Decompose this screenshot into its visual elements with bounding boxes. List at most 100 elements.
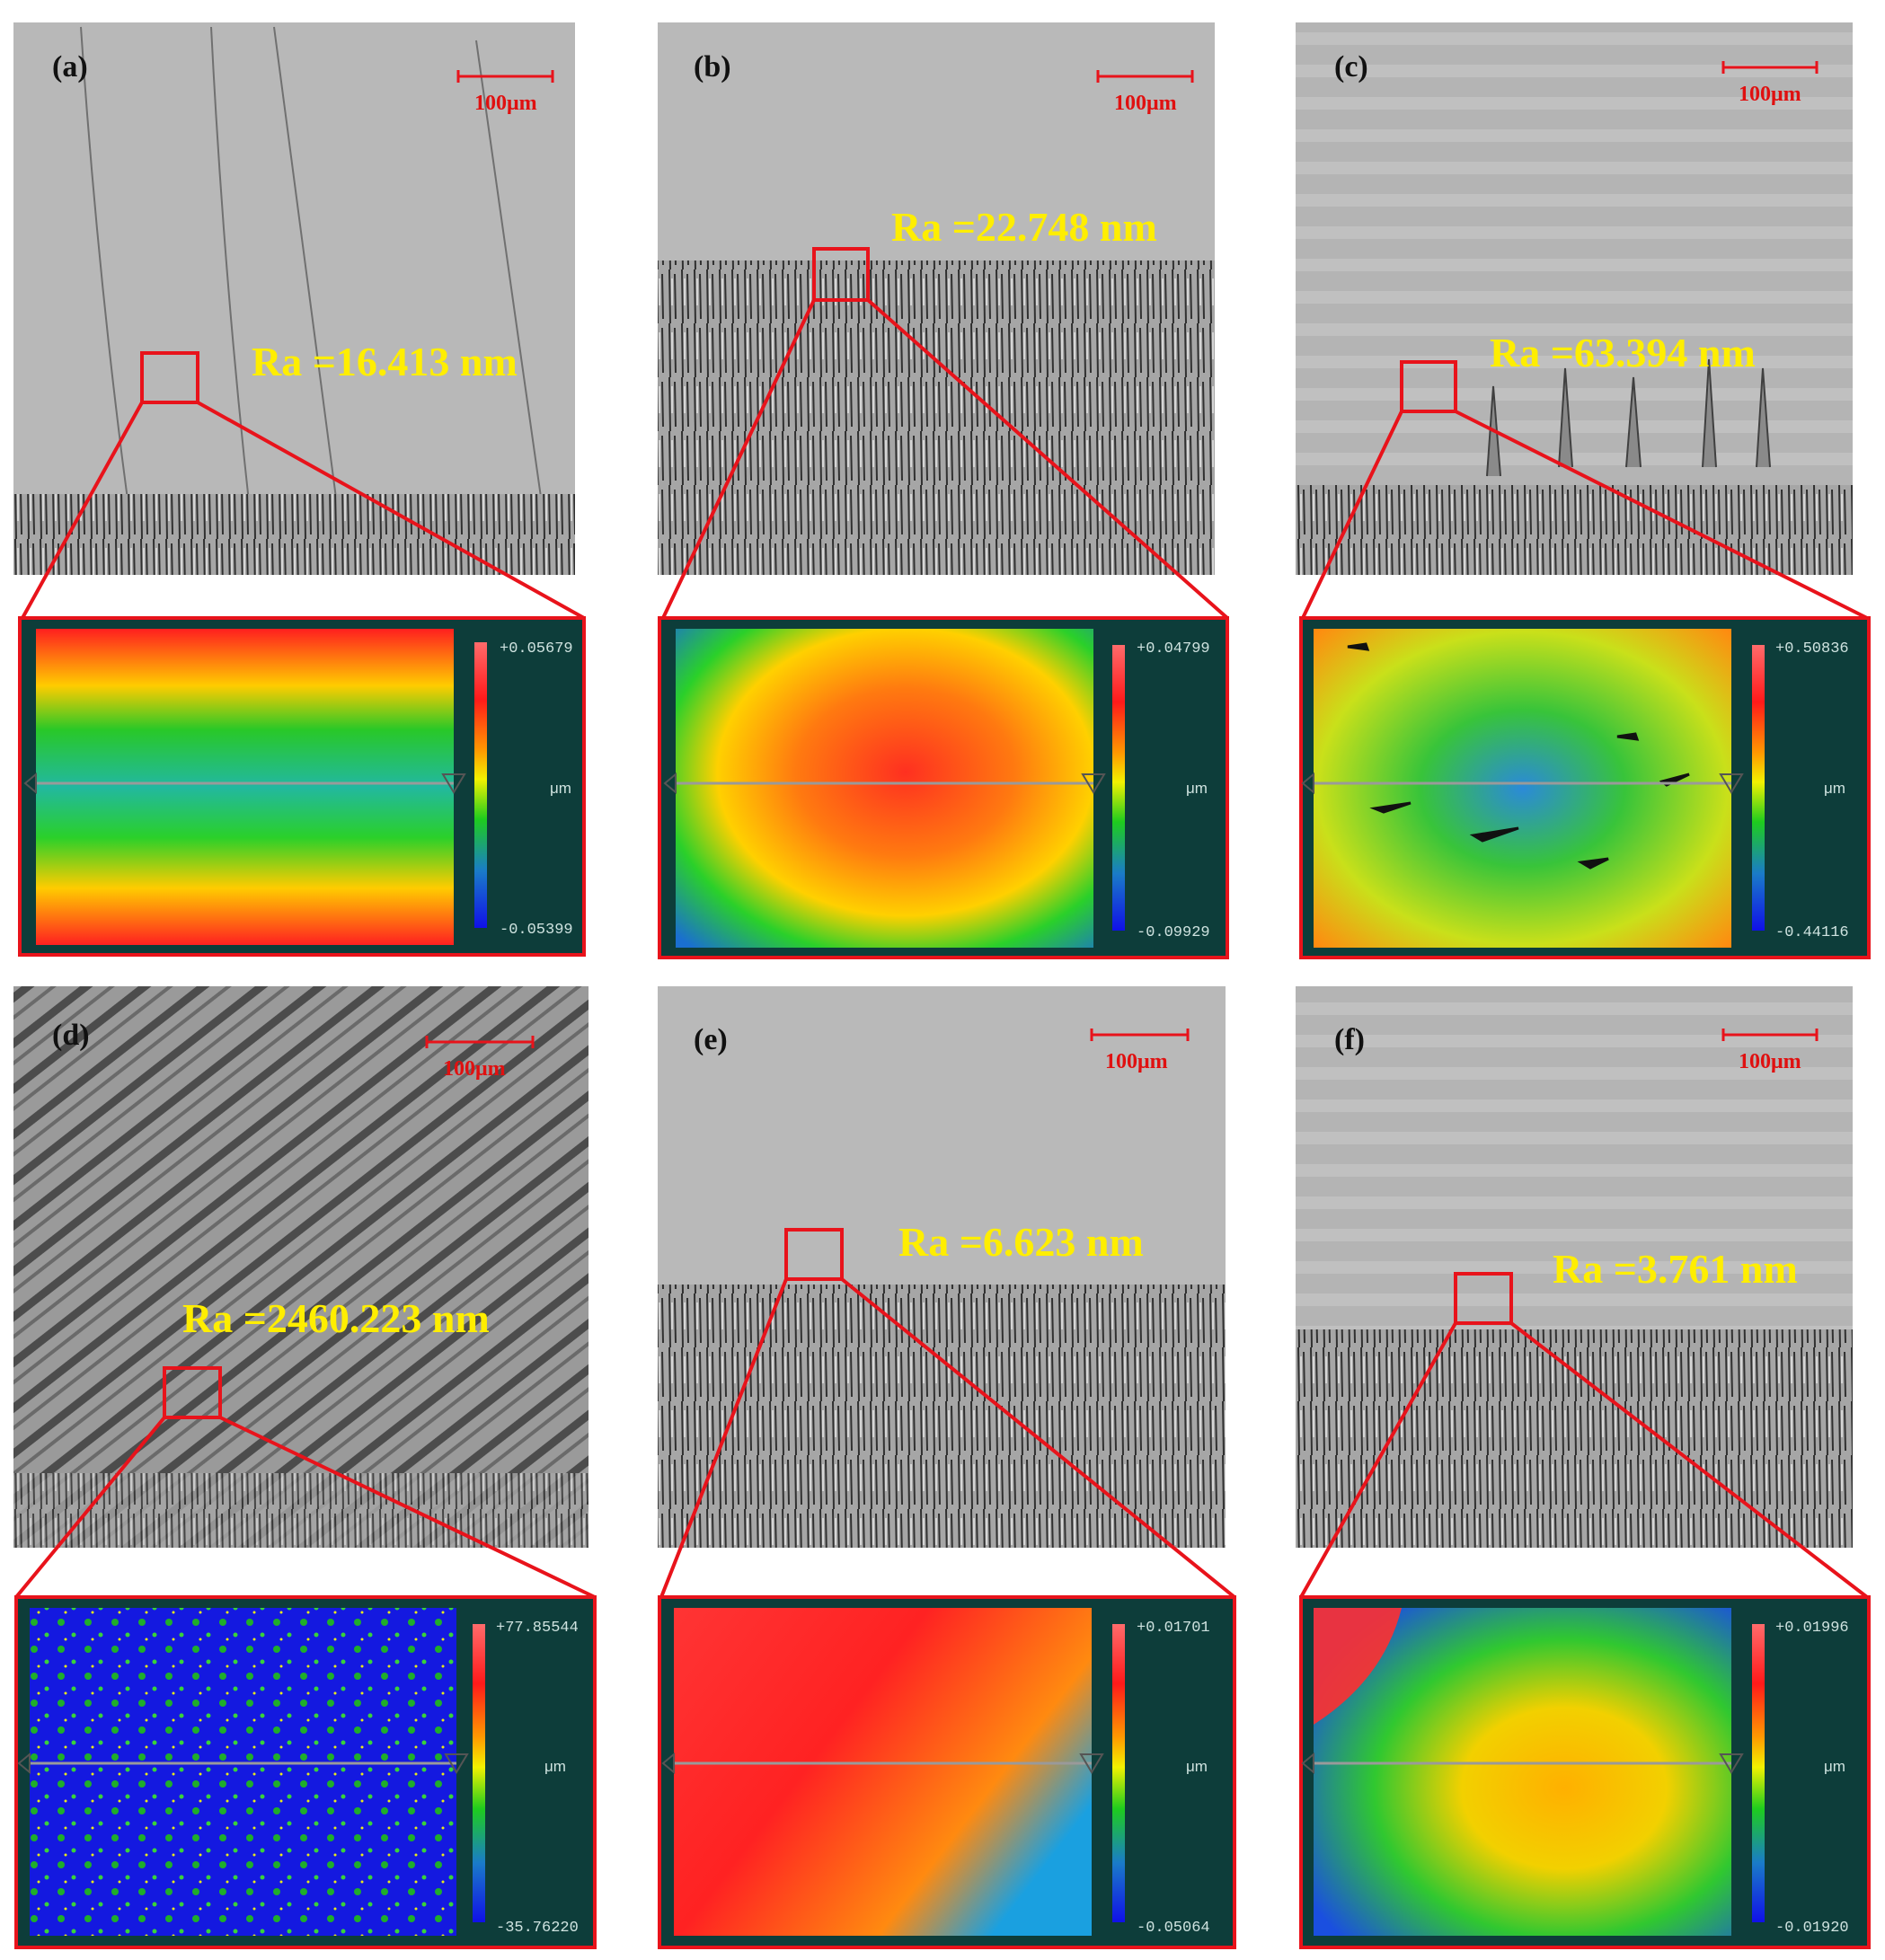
heightmap-a: +0.05679 μm -0.05399 <box>18 616 586 957</box>
spikes-c <box>1486 358 1771 477</box>
colorbar-max-c: +0.50836 <box>1775 640 1849 658</box>
heightmap-image-e <box>674 1608 1092 1936</box>
svg-text:100μm: 100μm <box>1114 92 1177 115</box>
profile-marker-right-a <box>441 773 466 794</box>
svg-text:100μm: 100μm <box>1105 1050 1168 1073</box>
profile-marker-left-c <box>1301 772 1314 795</box>
svg-text:100μm: 100μm <box>474 92 537 115</box>
heightmap-c: +0.50836 μm -0.44116 <box>1299 616 1871 959</box>
colorbar-unit-f: μm <box>1824 1758 1845 1775</box>
micrograph-d <box>13 986 589 1548</box>
colorbar-min-f: -0.01920 <box>1775 1920 1849 1937</box>
hot-corner-f <box>1314 1608 1402 1725</box>
roi-box-b <box>812 247 870 302</box>
panel-b: (b) 100μm Ra =22.748 nm <box>658 22 1229 620</box>
colorbar-unit-b: μm <box>1186 780 1208 797</box>
zoom-lines-a <box>21 401 585 620</box>
micrograph-c <box>1296 22 1853 575</box>
heightmap-b: +0.04799 μm -0.09929 <box>658 616 1229 959</box>
colorbar-max-d: +77.85544 <box>496 1620 579 1637</box>
crack-band-d <box>13 1473 589 1548</box>
ra-label-f: Ra =3.761 nm <box>1553 1246 1798 1292</box>
colorbar-d <box>473 1624 485 1922</box>
heightmap-image-b <box>676 629 1093 948</box>
profile-marker-left-d <box>17 1752 31 1775</box>
ra-label-b: Ra =22.748 nm <box>891 204 1157 250</box>
panel-e: (e) 100μm Ra =6.623 nm <box>658 986 1236 1599</box>
heightmap-image-f <box>1314 1608 1731 1936</box>
profile-marker-left-e <box>661 1752 675 1775</box>
roi-box-c <box>1400 360 1457 413</box>
panel-d: (d) 100μm Ra =2460.223 nm <box>13 986 596 1599</box>
scale-bar-c: 100μm <box>1721 61 1819 106</box>
colorbar-e <box>1112 1624 1125 1922</box>
panel-label-b: (b) <box>694 50 731 84</box>
zoom-lines-d <box>14 1416 596 1599</box>
colorbar-unit-e: μm <box>1186 1758 1208 1775</box>
heightmap-d: +77.85544 μm -35.76220 <box>14 1595 597 1949</box>
colorbar-min-b: -0.09929 <box>1137 924 1210 941</box>
svg-text:100μm: 100μm <box>443 1057 506 1081</box>
scale-bar-f: 100μm <box>1721 1029 1819 1073</box>
colorbar-min-c: -0.44116 <box>1775 924 1849 941</box>
panel-label-c: (c) <box>1334 50 1368 84</box>
defects-c <box>1347 642 1690 870</box>
colorbar-max-e: +0.01701 <box>1137 1620 1210 1637</box>
ra-label-c: Ra =63.394 nm <box>1490 330 1756 375</box>
micrograph-a <box>13 22 575 575</box>
profile-marker-left-f <box>1301 1752 1314 1775</box>
panel-f: (f) 100μm Ra =3.761 nm <box>1296 986 1869 1599</box>
panel-c: (c) 100μm Ra =63.394 nm <box>1296 22 1868 620</box>
ra-label-a: Ra =16.413 nm <box>252 339 518 384</box>
crack-band-f <box>1296 1329 1853 1548</box>
profile-marker-left-b <box>663 772 677 795</box>
panel-label-f: (f) <box>1334 1023 1365 1056</box>
colorbar-f <box>1752 1624 1765 1922</box>
svg-text:100μm: 100μm <box>1739 83 1801 106</box>
heightmap-image-a <box>36 629 454 945</box>
crack-band-e <box>658 1285 1226 1548</box>
roi-box-d <box>163 1366 222 1419</box>
crack-band-a <box>13 494 575 575</box>
colorbar-max-a: +0.05679 <box>500 640 573 658</box>
panel-label-d: (d) <box>52 1019 90 1052</box>
zoom-lines-c <box>1301 410 1868 620</box>
colorbar-max-f: +0.01996 <box>1775 1620 1849 1637</box>
roi-box-a <box>140 351 199 404</box>
roi-box-f <box>1454 1272 1513 1325</box>
crack-band-c <box>1296 485 1853 575</box>
zoom-lines-f <box>1299 1321 1869 1599</box>
svg-text:100μm: 100μm <box>1739 1050 1801 1073</box>
colorbar-unit-c: μm <box>1824 780 1845 797</box>
heightmap-e: +0.01701 μm -0.05064 <box>658 1595 1236 1949</box>
colorbar-c <box>1752 645 1765 931</box>
panel-label-e: (e) <box>694 1023 728 1056</box>
zoom-lines-e <box>659 1277 1236 1599</box>
scale-bar-d: 100μm <box>425 1036 535 1081</box>
ra-label-d: Ra =2460.223 nm <box>182 1295 490 1341</box>
ra-label-e: Ra =6.623 nm <box>898 1219 1144 1265</box>
roi-box-e <box>784 1228 844 1281</box>
panel-label-a: (a) <box>52 50 88 84</box>
profile-marker-right-b <box>1081 773 1106 794</box>
crack-band-b <box>658 260 1215 575</box>
profile-marker-right-d <box>444 1753 469 1774</box>
profile-marker-left-a <box>23 772 37 795</box>
colorbar-min-d: -35.76220 <box>496 1920 579 1937</box>
heightmap-image-c <box>1314 629 1731 948</box>
colorbar-b <box>1112 645 1125 931</box>
heightmap-image-d <box>30 1608 456 1936</box>
colorbar-max-b: +0.04799 <box>1137 640 1210 658</box>
colorbar-min-a: -0.05399 <box>500 922 573 939</box>
profile-marker-right-c <box>1719 773 1744 794</box>
scale-bar-a: 100μm <box>456 70 554 115</box>
panel-a: (a) 100μm Ra =16.413 nm <box>13 22 585 620</box>
colorbar-unit-d: μm <box>544 1758 566 1775</box>
heightmap-f: +0.01996 μm -0.01920 <box>1299 1595 1871 1949</box>
colorbar-a <box>474 642 487 928</box>
profile-marker-right-f <box>1719 1753 1744 1774</box>
scale-bar-e: 100μm <box>1090 1029 1190 1073</box>
colorbar-min-e: -0.05064 <box>1137 1920 1210 1937</box>
crack-lines-a <box>80 26 549 567</box>
